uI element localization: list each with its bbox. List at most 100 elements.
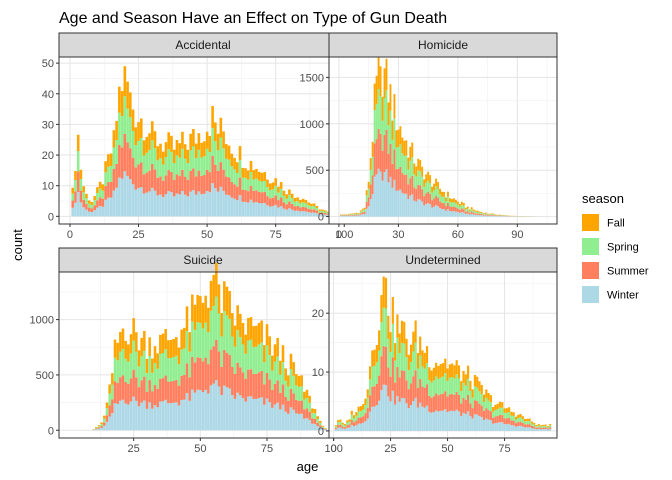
bar-homicide-age-54-summer [445,206,447,211]
bar-suicide-age-83-spring [287,386,290,401]
bar-homicide-age-47-spring [431,192,434,201]
bar-undetermined-age-93-spring [544,425,547,428]
bar-undetermined-age-19-winter [375,405,378,431]
bar-accidental-age-77-winter [279,206,283,217]
bar-accidental-age-13-fall [104,161,107,173]
bar-accidental-age-5-spring [82,192,85,200]
bar-undetermined-age-7-spring [348,421,351,425]
bar-undetermined-age-46-summer [437,395,440,412]
bar-accidental-age-35-summer [164,175,168,195]
bar-homicide-age-58-fall [452,198,455,202]
bar-accidental-age-57-winter [225,194,228,217]
bar-accidental-age-55-summer [219,162,223,187]
bar-undetermined-age-16-fall [368,366,372,380]
bar-suicide-age-58-winter [220,395,223,431]
bar-undetermined-age-70-winter [492,423,495,431]
bar-accidental-age-52-winter [211,183,214,217]
bar-suicide-age-70-fall [252,326,255,347]
bar-accidental-age-8-spring [90,204,94,209]
bar-homicide-age-22-spring [381,120,384,151]
bar-homicide-age-53-fall [443,191,445,197]
bar-undetermined-age-83-spring [521,419,524,423]
bar-undetermined-age-23-winter [384,385,388,431]
bar-undetermined-age-14-winter [364,421,367,431]
bar-accidental-age-34-fall [161,151,165,165]
bar-accidental-age-17-spring [115,139,118,164]
bar-undetermined-age-37-spring [416,368,420,389]
bar-accidental-age-88-winter [310,212,313,217]
bar-undetermined-age-87-summer [530,425,534,429]
bar-suicide-age-86-summer [295,399,298,414]
bar-accidental-age-10-fall [96,187,99,194]
bar-accidental-age-93-fall [323,210,327,212]
bar-suicide-age-13-winter [100,427,103,431]
bar-homicide-age-29-spring [395,147,398,170]
bar-accidental-age-8-summer [90,208,94,213]
bar-suicide-age-70-summer [252,374,255,400]
bar-accidental-age-92-winter [321,214,324,217]
bar-undetermined-age-79-spring [512,415,515,421]
bar-accidental-age-23-winter [131,184,135,217]
bar-homicide-age-71-spring [478,212,481,214]
bar-suicide-age-89-spring [303,399,306,410]
bar-homicide-age-59-spring [454,203,457,208]
bar-homicide-age-30-summer [397,168,400,191]
y-tick-label: 1000 [30,315,54,327]
bar-suicide-age-51-spring [201,328,205,362]
bar-suicide-age-28-winter [140,402,143,431]
x-tick-label: 0 [330,443,336,455]
bar-accidental-age-70-fall [260,172,264,182]
bar-undetermined-age-33-winter [407,408,410,431]
bar-undetermined-age-73-winter [498,422,502,431]
bar-accidental-age-19-winter [120,178,124,217]
bar-homicide-age-2-spring [341,214,344,216]
bar-accidental-age-52-spring [211,128,214,156]
bar-suicide-age-66-winter [241,398,245,431]
bar-accidental-age-4-fall [79,169,83,180]
bar-undetermined-age-34-spring [409,361,413,384]
bar-suicide-age-71-spring [255,346,258,374]
bar-accidental-age-68-summer [255,190,258,203]
bar-suicide-age-35-winter [159,401,162,431]
bar-accidental-age-31-spring [153,148,157,170]
bar-undetermined-age-86-winter [528,427,531,431]
bar-accidental-age-75-winter [274,204,277,217]
bar-suicide-age-76-spring [268,355,271,380]
bar-suicide-age-50-winter [199,390,202,431]
bar-suicide-age-58-summer [220,366,223,396]
bar-accidental-age-33-summer [159,176,162,195]
bar-suicide-age-86-spring [295,385,298,400]
bar-undetermined-age-81-winter [517,426,520,431]
bar-suicide-age-71-summer [255,373,258,399]
bar-homicide-age-4-summer [345,215,348,216]
bar-accidental-age-28-fall [145,136,149,153]
bar-suicide-age-91-winter [308,419,311,431]
bar-undetermined-age-67-spring [485,397,488,409]
bar-undetermined-age-13-summer [362,416,365,423]
bar-accidental-age-36-fall [167,132,171,150]
bar-homicide-age-21-spring [379,96,382,134]
bar-undetermined-age-41-winter [425,405,429,431]
bar-undetermined-age-71-summer [494,416,497,424]
bar-suicide-age-38-summer [167,381,170,404]
bar-homicide-age-66-summer [468,212,471,215]
bar-homicide-age-64-summer [464,211,467,214]
bar-undetermined-age-25-winter [389,401,392,431]
bar-suicide-age-66-fall [241,322,245,345]
bar-homicide-age-21-summer [379,133,382,172]
bar-homicide-age-45-spring [427,180,430,192]
bar-homicide-age-3-summer [343,215,346,216]
bar-undetermined-age-34-fall [409,344,413,362]
bar-accidental-age-26-winter [139,186,143,217]
bar-undetermined-age-70-summer [492,417,495,424]
bar-undetermined-age-17-summer [371,386,374,407]
bar-accidental-age-78-winter [282,208,286,217]
bar-undetermined-age-49-winter [444,409,447,431]
bar-suicide-age-90-spring [305,397,309,409]
bar-accidental-age-41-fall [181,131,184,149]
bar-suicide-age-37-summer [164,375,167,400]
bar-homicide-age-41-fall [419,160,422,172]
bar-undetermined-age-36-winter [414,397,417,431]
bar-suicide-age-78-fall [273,344,277,362]
